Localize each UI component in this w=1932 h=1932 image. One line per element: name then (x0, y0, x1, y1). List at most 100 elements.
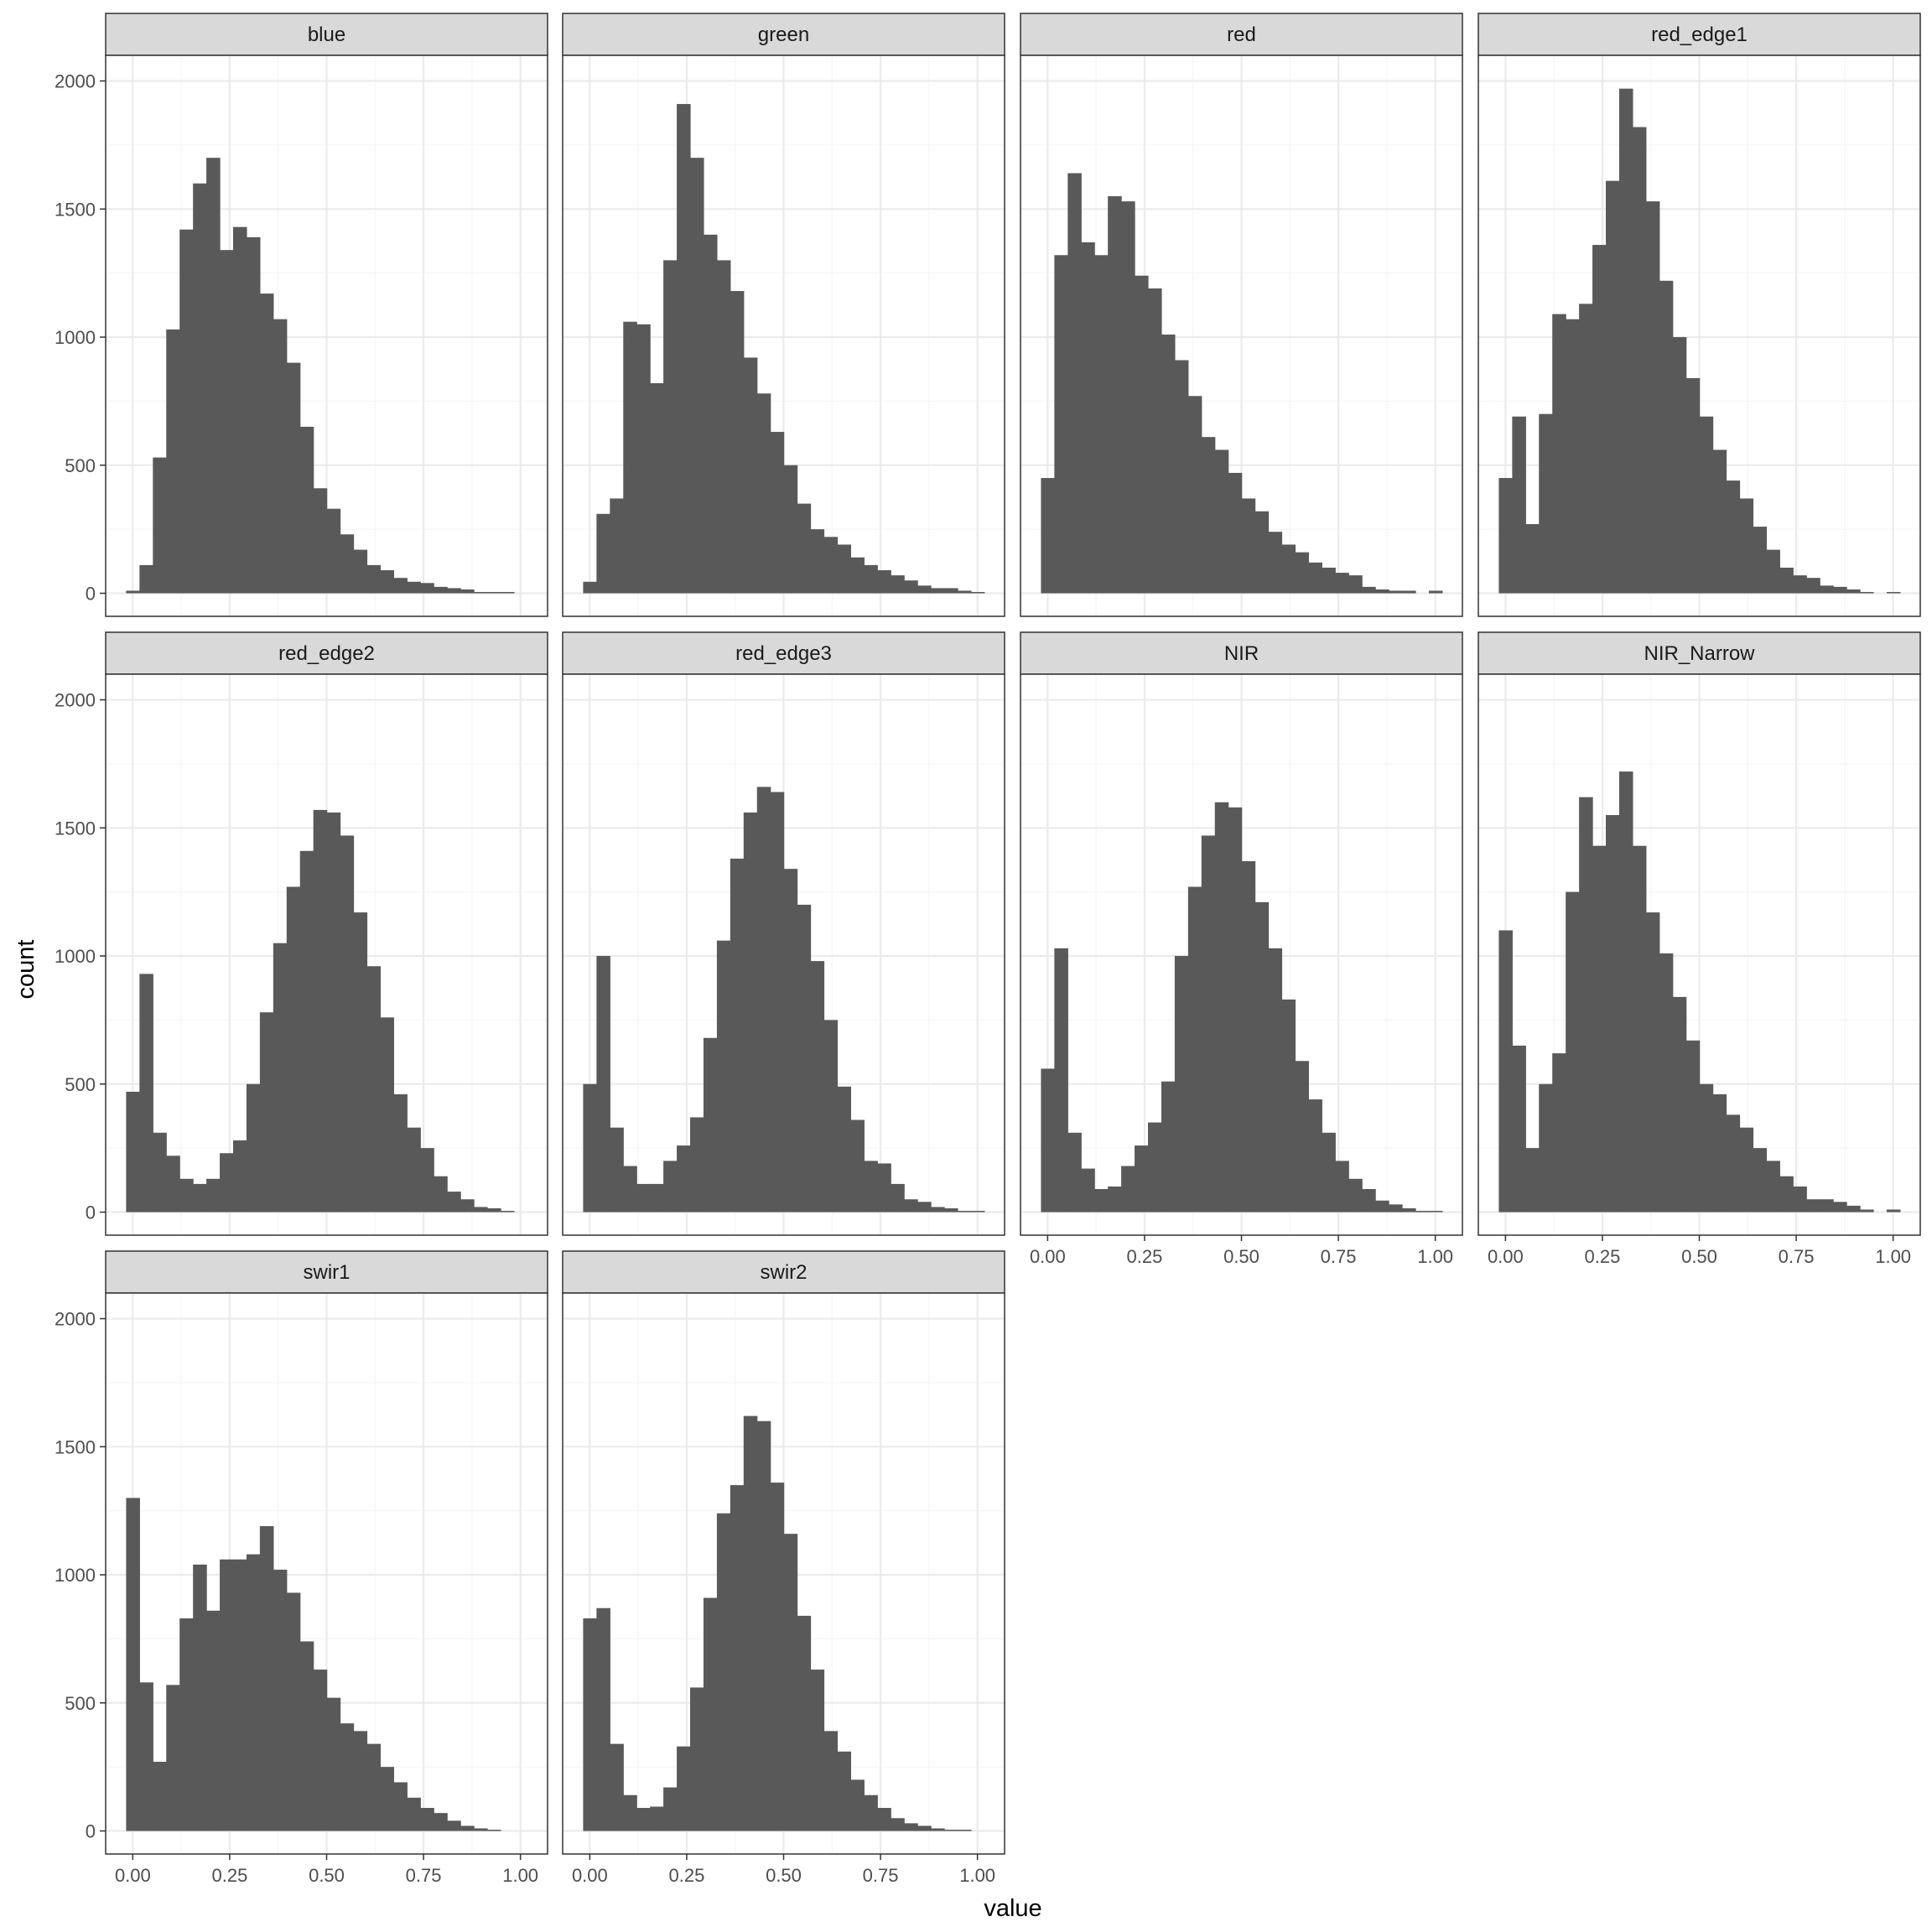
histogram-bar (1860, 1209, 1874, 1213)
histogram-bar (1308, 562, 1322, 594)
strip-label: green (758, 23, 809, 46)
histogram-bar (1362, 1189, 1376, 1213)
histogram-bar (1067, 1132, 1082, 1213)
histogram-bar (1579, 797, 1593, 1213)
histogram-bar (636, 1183, 651, 1213)
histogram-bar (326, 508, 341, 594)
histogram-bar (500, 591, 515, 594)
histogram-bar (957, 1829, 972, 1831)
histogram-bar (850, 1779, 865, 1831)
x-tick-label: 0.25 (669, 1865, 705, 1886)
histogram-bar (1389, 590, 1403, 594)
facet-panel-red-edge2: red_edge2 0 500 1000 1500 2000 (55, 631, 548, 1236)
histogram-bar (1512, 1045, 1526, 1213)
histogram-bar (623, 1166, 637, 1213)
histogram-bar (1592, 845, 1607, 1213)
strip-label: red (1227, 23, 1256, 46)
x-tick-label: 0.25 (1127, 1246, 1163, 1267)
histogram-bar (179, 229, 194, 594)
strip-background (105, 1250, 548, 1294)
histogram-bar (663, 260, 678, 594)
histogram-bar (139, 974, 153, 1213)
histogram-bar (850, 1119, 865, 1213)
strip-label: red_edge1 (1651, 23, 1748, 46)
histogram-bar (783, 465, 798, 594)
histogram-bar (1161, 334, 1176, 594)
histogram-bar (1685, 377, 1701, 594)
x-tick-label: 0.75 (1779, 1246, 1815, 1267)
histogram-bar (1187, 396, 1202, 594)
histogram-bar (273, 1569, 288, 1831)
histogram-bar (1645, 201, 1660, 594)
histogram-bar (730, 1485, 745, 1831)
histogram-bar (1054, 948, 1068, 1213)
histogram-bar (139, 564, 153, 594)
histogram-bar (770, 1483, 785, 1831)
histogram-bar (380, 1767, 394, 1831)
histogram-bar (286, 362, 301, 594)
y-tick-label: 500 (65, 1074, 96, 1095)
histogram-bar (1779, 567, 1794, 594)
histogram-bar (393, 1093, 408, 1213)
histogram-bar (259, 293, 274, 594)
histogram-bar (1579, 304, 1593, 594)
facet-panel-nir-narrow: NIR_Narrow 0.00 0.25 0.50 0.75 1.00 (1478, 631, 1921, 1267)
histogram-bar (970, 1210, 985, 1213)
histogram-bar (460, 1826, 475, 1831)
facet-panel-green: green (562, 13, 1005, 617)
histogram-bar (487, 1829, 501, 1831)
histogram-bar (326, 1697, 341, 1831)
histogram-bar (891, 1818, 905, 1831)
histogram-bar (703, 1597, 718, 1831)
histogram-bar (716, 1513, 731, 1831)
histogram-bar (1214, 802, 1229, 1213)
histogram-bar (650, 1806, 664, 1831)
histogram-bar (1605, 180, 1620, 594)
histogram-bar (1322, 567, 1336, 594)
histogram-bar (703, 234, 718, 594)
histogram-bar (1793, 575, 1807, 594)
histogram-bar (179, 1618, 194, 1831)
facet-panel-swir1: swir1 0 500 1000 1500 2000 0.00 0.25 0.50 0.75 1.0… (55, 1250, 548, 1886)
strip-background (1020, 13, 1463, 56)
histogram-bar (366, 1743, 382, 1831)
histogram-bar (797, 904, 812, 1213)
histogram-bar (917, 585, 932, 594)
histogram-bar (1147, 1122, 1162, 1213)
histogram-bar (460, 1199, 475, 1213)
histogram-bar (1726, 480, 1741, 594)
histogram-bar (837, 1086, 851, 1213)
histogram-bar (1539, 413, 1553, 594)
histogram-bar (1121, 201, 1135, 594)
x-tick-label: 1.00 (1875, 1246, 1911, 1267)
histogram-bar (1428, 590, 1443, 594)
histogram-bar (1108, 196, 1122, 594)
facet-panel-blue: blue 0 500 1000 1500 2000 (55, 13, 548, 617)
histogram-bar (1739, 1127, 1754, 1213)
histogram-bar (1228, 472, 1243, 594)
histogram-bar (904, 580, 918, 594)
panel-border (562, 55, 1005, 617)
histogram-bar (783, 869, 798, 1213)
histogram-bar (193, 183, 207, 594)
histogram-bar (407, 1127, 421, 1213)
strip-label: swir2 (760, 1261, 807, 1284)
x-tick-label: 0.25 (212, 1865, 248, 1886)
histogram-bar (636, 1808, 651, 1831)
histogram-bar (1552, 1053, 1566, 1213)
histogram-bar (1820, 585, 1834, 594)
histogram-bar (1295, 1061, 1309, 1213)
histogram-bar (1793, 1186, 1807, 1213)
histogram-bar (246, 236, 261, 594)
histogram-bar (286, 886, 301, 1213)
histogram-bar (944, 1208, 958, 1213)
histogram-bar (756, 787, 771, 1213)
histogram-bar (1362, 586, 1376, 594)
histogram-bar (206, 1610, 221, 1831)
x-axis-title: value (984, 1895, 1041, 1922)
histogram-bar (126, 590, 140, 594)
y-tick-label: 1000 (55, 327, 96, 348)
y-tick-label: 2000 (55, 1309, 96, 1330)
histogram-bar (716, 260, 731, 594)
